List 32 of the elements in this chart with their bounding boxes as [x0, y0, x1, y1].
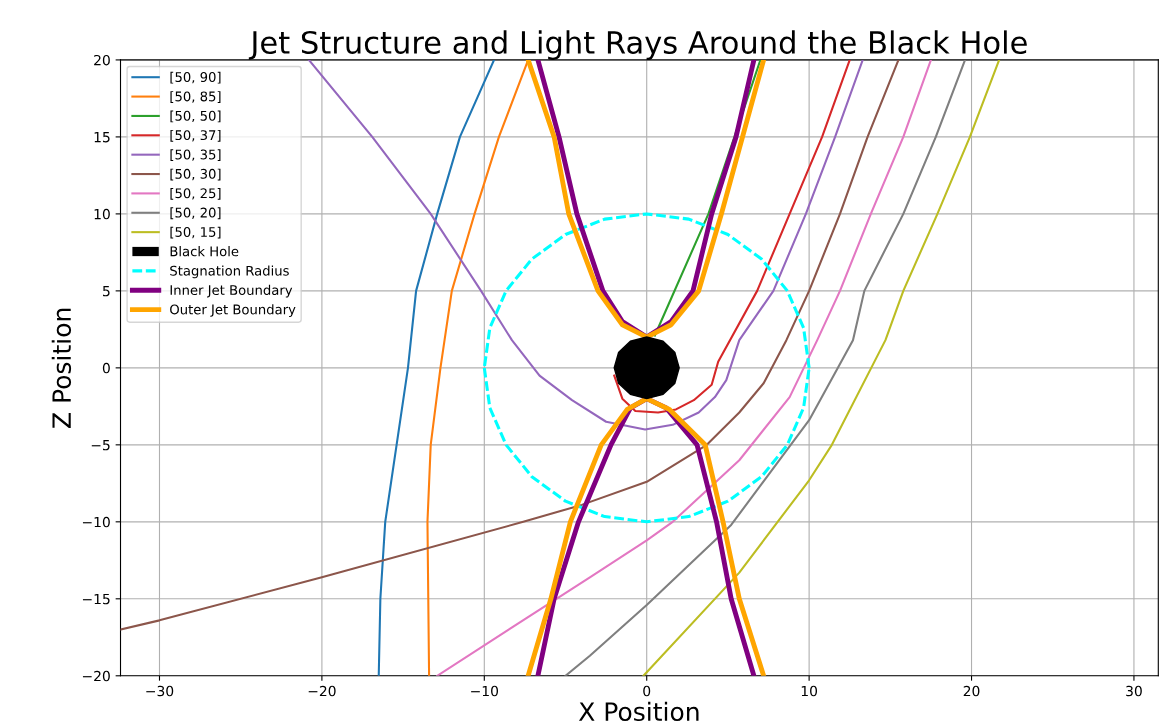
legend-label: [50, 85]	[170, 91, 221, 103]
y-tick-label: 10	[94, 208, 110, 220]
legend-label: [50, 30]	[170, 168, 221, 181]
x-axis-title: X Position	[578, 701, 699, 722]
y-tick-label: 20	[94, 54, 110, 66]
y-tick-label: −20	[82, 670, 110, 682]
x-tick-label: 30	[1126, 685, 1142, 697]
x-tick-label: −10	[471, 685, 499, 697]
x-tick-label: 20	[963, 685, 980, 697]
legend-label: [50, 25]	[170, 188, 221, 200]
x-tick-label: −30	[146, 685, 174, 697]
y-tick-label: 0	[102, 362, 110, 374]
y-axis-title: Z Position	[51, 308, 72, 428]
y-tick-label: 5	[103, 286, 110, 297]
legend-label: [50, 20]	[170, 207, 221, 220]
legend-label: [50, 50]	[170, 110, 221, 123]
legend-label: [50, 90]	[170, 71, 221, 84]
legend-label: [50, 15]	[170, 226, 221, 239]
legend-label: Black Hole	[170, 246, 239, 257]
y-tick-label: −15	[82, 593, 110, 605]
legend-label: [50, 37]	[170, 129, 221, 142]
y-tick-label: −5	[91, 439, 110, 451]
x-tick-label: 0	[643, 685, 651, 697]
legend-label: Inner Jet Boundary	[170, 284, 293, 298]
legend-label: [50, 35]	[170, 149, 221, 162]
x-tick-label: −20	[308, 685, 336, 697]
legend-label: Stagnation Radius	[170, 265, 289, 279]
legend-label: Outer Jet Boundary	[170, 304, 296, 317]
y-tick-label: −10	[82, 516, 110, 528]
y-tick-label: 15	[94, 132, 110, 143]
x-tick-label: 10	[801, 685, 818, 697]
chart-title: Jet Structure and Light Rays Around the Black Hole	[248, 30, 1027, 60]
